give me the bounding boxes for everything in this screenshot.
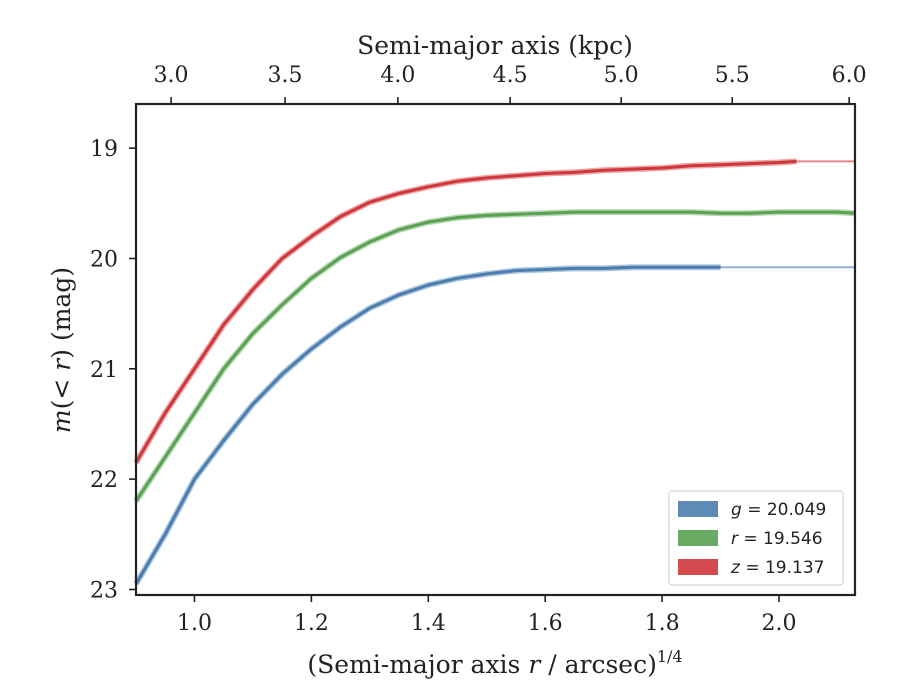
x-axis-title-suffix: / arcsec) [540,650,657,679]
top-x-axis: 3.0 3.5 4.0 4.5 5.0 5.5 6.0 [154,63,867,104]
y-tick-label: 20 [90,247,118,272]
legend-swatch-g [678,501,718,517]
y-axis-title-var: r [47,357,76,371]
top-x-tick-label: 5.0 [604,63,639,88]
legend-swatch-z [678,559,718,575]
series-layer [133,158,856,586]
x-axis-title: (Semi-major axis r / arcsec)1/4 [307,647,682,679]
y-axis-title-m: m [47,409,76,433]
y-axis-title-paren: (< [47,371,76,410]
x-tick-label: 1.6 [528,611,563,636]
legend-value-r: = 19.546 [738,529,823,549]
x-tick-label: 1.8 [645,611,680,636]
x-axis-title-exponent: 1/4 [657,647,683,666]
series-z-line [134,159,797,464]
plot-area-frame [134,102,857,597]
legend-label-z: z = 19.137 [730,558,824,578]
y-tick-label: 23 [90,578,118,603]
legend-value-g: = 20.049 [742,500,827,520]
top-x-tick-label: 6.0 [832,63,867,88]
x-tick-label: 1.2 [294,611,329,636]
x-axis-title-prefix: (Semi-major axis [307,650,528,679]
top-x-tick-label: 4.5 [493,63,528,88]
top-x-tick-label: 3.0 [154,63,189,88]
legend-label-g: g = 20.049 [731,500,826,520]
x-tick-label: 2.0 [762,611,797,636]
top-x-axis-title: Semi-major axis (kpc) [357,31,633,60]
legend-var-r: r [731,529,739,549]
x-tick-label: 1.4 [411,611,446,636]
x-tick-label: 1.0 [177,611,212,636]
legend-var-g: g [731,500,742,520]
y-tick-label: 19 [90,137,118,162]
legend-value-z: = 19.137 [740,558,825,578]
legend-var-z: z [730,558,741,578]
bottom-x-axis: 1.0 1.2 1.4 1.6 1.8 2.0 [177,595,797,636]
series-r-band [133,209,856,503]
y-axis-title: m(< r) (mag) [47,267,76,433]
x-axis-title-var: r [528,650,542,679]
series-g-line [134,265,721,585]
y-axis-title-unit: (mag) [47,267,76,349]
series-r-line [134,210,856,503]
top-x-tick-label: 5.5 [715,63,750,88]
top-x-tick-label: 4.0 [380,63,415,88]
legend-swatch-r [678,530,718,546]
top-x-tick-label: 3.5 [268,63,303,88]
y-axis-title-close: ) [47,349,76,359]
series-g-band [133,264,721,586]
legend-label-r: r = 19.546 [731,529,823,549]
y-tick-label: 21 [90,358,118,383]
left-y-axis: 19 20 21 22 23 [90,137,136,603]
y-tick-label: 22 [90,468,118,493]
